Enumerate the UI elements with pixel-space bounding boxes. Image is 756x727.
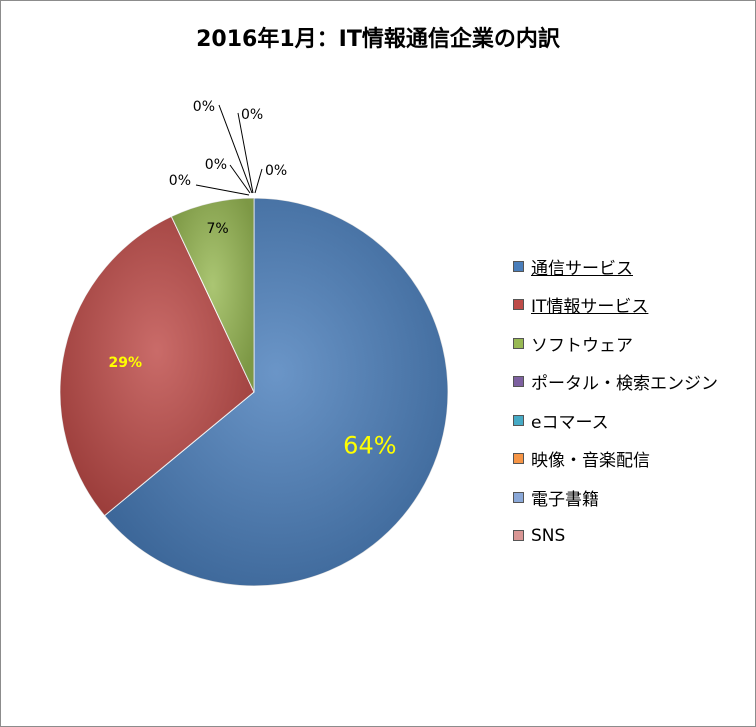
slice-7-leader-line	[237, 112, 254, 194]
slice-5-label: 0%	[205, 157, 227, 173]
legend-label: IT情報サービス	[531, 297, 649, 318]
legend-swatch	[513, 414, 524, 426]
legend-item: 映像・音楽配信	[513, 440, 718, 479]
legend-item: 電子書籍	[513, 478, 718, 517]
legend-item: IT情報サービス	[513, 286, 718, 325]
slice-1-label: 64%	[343, 432, 396, 460]
legend-label: eコマース	[531, 412, 609, 433]
legend-swatch	[513, 491, 524, 503]
legend-label: ポータル・検索エンジン	[531, 374, 718, 395]
legend: 通信サービス IT情報サービス ソフトウェアポータル・検索エンジン eコマース映像・音…	[513, 247, 718, 555]
legend-swatch	[513, 337, 524, 349]
slice-6-leader-line	[218, 104, 253, 194]
slice-8-leader-line	[254, 168, 263, 194]
legend-item: ポータル・検索エンジン	[513, 363, 718, 402]
slice-2-label: 29%	[108, 355, 142, 371]
slice-2-shading	[59, 216, 254, 516]
slice-3-label: 7%	[206, 221, 228, 237]
legend-label: 通信サービス	[531, 258, 633, 279]
slice-3-shading	[171, 198, 254, 392]
slice-1-shading	[104, 198, 448, 586]
chart-title: 2016年1月：IT情報通信企業の内訳	[196, 27, 560, 52]
legend-label: ソフトウェア	[531, 335, 633, 356]
slice-8-label: 0%	[265, 163, 287, 179]
legend-item: 通信サービス	[513, 247, 718, 286]
legend-item: ソフトウェア	[513, 324, 718, 363]
legend-label: 電子書籍	[531, 489, 599, 510]
slice-6-label: 0%	[193, 99, 215, 115]
legend-label: 映像・音楽配信	[531, 451, 650, 472]
legend-swatch	[513, 453, 524, 465]
legend-item: eコマース	[513, 401, 718, 440]
legend-swatch	[513, 530, 524, 542]
legend-swatch	[513, 376, 524, 388]
legend-item: SNS	[513, 517, 718, 556]
slice-7-label: 0%	[241, 107, 263, 123]
legend-swatch	[513, 299, 524, 311]
slice-4-leader-line	[195, 184, 250, 196]
legend-label: SNS	[531, 525, 566, 546]
legend-swatch	[513, 260, 524, 272]
slice-4-label: 0%	[169, 173, 191, 189]
slice-5-leader-line	[229, 164, 251, 194]
